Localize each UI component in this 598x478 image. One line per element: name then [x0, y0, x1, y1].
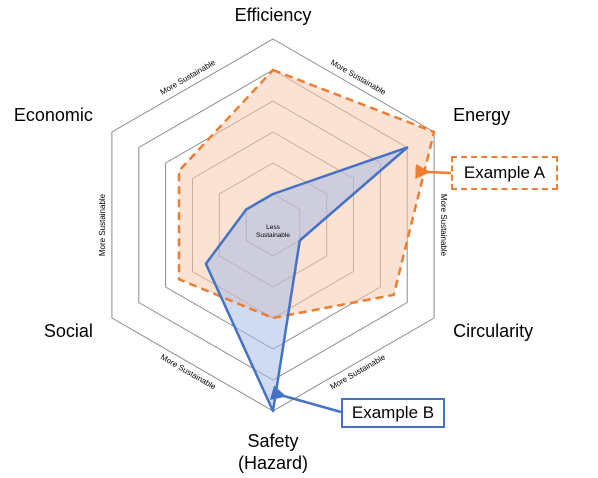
callout-a-arrow — [415, 163, 452, 179]
more-sustainable-label: More Sustainable — [98, 193, 107, 256]
center-label-line-1: Less — [266, 224, 280, 231]
axis-label-3-line-1: Safety — [247, 431, 298, 451]
series-1-area — [205, 147, 408, 411]
more-sustainable-label: More Sustainable — [439, 194, 448, 257]
data-series — [177, 68, 436, 413]
more-sustainable-label: More Sustainable — [159, 58, 218, 97]
axis-label-3-line-2: (Hazard) — [238, 453, 308, 473]
axis-label-1: Energy — [453, 105, 510, 125]
example-a-callout: Example A — [451, 156, 558, 190]
example-b-callout: Example B — [341, 398, 445, 428]
more-sustainable-label: More Sustainable — [329, 352, 388, 391]
more-sustainable-label: More Sustainable — [159, 352, 218, 391]
center-label-line-2: Sustainable — [256, 232, 290, 239]
series-1-outline — [204, 146, 409, 413]
center-label: Less Sustainable — [256, 224, 290, 239]
series-0-outline — [177, 68, 436, 320]
callout-b-arrow — [269, 385, 342, 414]
axis-labels: Efficiency Energy Circularity Safety(Hazard… — [14, 5, 533, 473]
axis-label-5: Economic — [14, 105, 93, 125]
callout-arrows — [269, 163, 452, 414]
axis-label-0: Efficiency — [235, 5, 312, 25]
axis-label-4: Social — [44, 321, 93, 341]
axis-label-2: Circularity — [453, 321, 533, 341]
more-sustainable-label: More Sustainable — [329, 58, 388, 97]
